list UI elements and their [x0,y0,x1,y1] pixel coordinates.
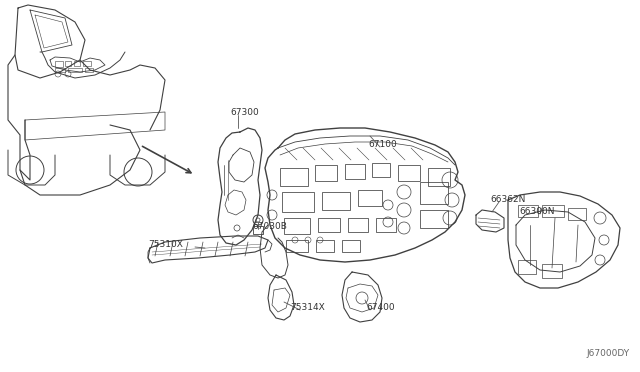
Text: 75314X: 75314X [290,303,324,312]
Bar [372,163,390,177]
Bar [316,240,334,252]
Text: 67300: 67300 [230,108,259,117]
Bar [74,61,80,66]
Bar [318,218,340,232]
Bar [345,164,365,179]
Bar [420,182,448,204]
Text: 66362N: 66362N [490,195,525,204]
Bar [55,61,63,67]
Text: 66300N: 66300N [519,207,554,216]
Text: 67100: 67100 [368,140,397,149]
Text: J67000DY: J67000DY [587,349,630,358]
Bar [398,165,420,181]
Bar [315,165,337,181]
Bar [568,208,586,220]
Text: 67400: 67400 [366,303,395,312]
Text: 67030B: 67030B [252,222,287,231]
Bar [322,192,350,210]
Bar [68,68,82,72]
Bar [65,61,71,66]
Text: 75310X: 75310X [148,240,183,249]
Bar [542,264,562,278]
Bar [428,168,450,186]
Bar [284,218,310,234]
Bar [280,168,308,186]
Bar [420,210,448,228]
Bar [358,190,382,206]
Bar [518,260,536,274]
Bar [542,205,564,217]
Bar [55,68,65,72]
Bar [286,240,308,252]
Bar [253,226,263,234]
Bar [376,218,396,232]
Bar [342,240,360,252]
Bar [348,218,368,232]
Bar [518,205,538,217]
Bar [83,61,91,66]
Bar [85,68,93,72]
Bar [282,192,314,212]
